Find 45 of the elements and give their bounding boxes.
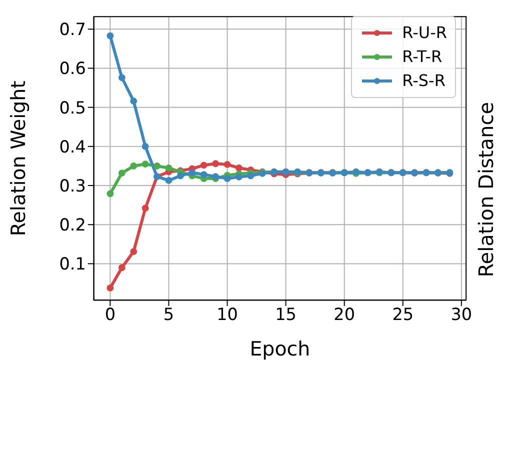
point [118,170,126,176]
y-tick-label: 0.2 [59,214,86,235]
point [236,173,242,180]
point [142,142,149,150]
point [142,204,149,212]
point [200,162,208,169]
legend-label: R-T-R [402,46,442,68]
point [130,98,138,105]
point [130,162,138,170]
y-tick-label: 0.1 [59,254,86,274]
x-tick-label: 5 [163,304,174,324]
x-tick-label: 20 [334,304,356,324]
x-tick-label: 30 [450,304,472,324]
point [165,176,172,184]
legend-label: R-S-R [402,70,446,92]
point [176,172,184,180]
legend-label: R-U-R [402,22,447,44]
point [236,164,242,172]
point [224,175,231,182]
point [224,160,231,168]
point [247,172,254,180]
x-tick-label: 25 [392,304,414,324]
point [165,164,172,172]
point [142,160,149,168]
y-axis-title: Relation Weight [6,80,30,236]
point [106,32,114,40]
x-tick-label: 15 [275,304,296,324]
point [130,248,138,256]
text: Relation Distance [474,102,498,278]
point [118,264,126,272]
y-tick-label: 0.4 [59,136,86,156]
point [106,284,114,292]
point [212,160,220,168]
y-tick-label: 0.5 [59,97,86,118]
x-tick-label: 0 [104,304,116,324]
point [118,74,126,82]
x-tick-label: 10 [216,304,238,324]
point [106,190,114,198]
y-tick-label: 0.3 [59,175,86,196]
y-tick-label: 0.6 [59,58,86,78]
point [154,162,160,170]
point [188,169,196,176]
point [200,171,208,178]
y-tick-label: 0.7 [59,19,86,40]
x-axis-title: Epoch [250,337,310,360]
